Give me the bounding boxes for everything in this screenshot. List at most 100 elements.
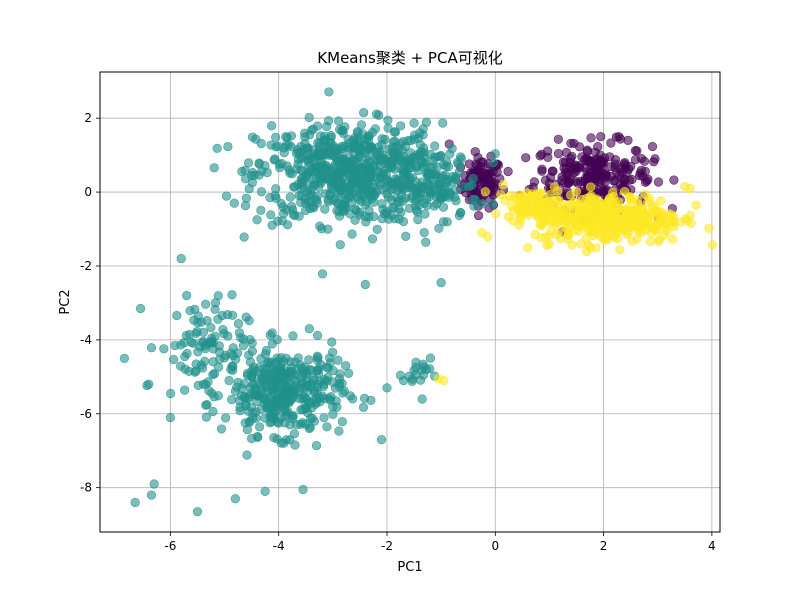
scatter-point — [130, 497, 140, 508]
scatter-point — [582, 146, 592, 157]
scatter-point — [428, 155, 438, 165]
scatter-point — [372, 224, 382, 234]
scatter-point — [491, 209, 501, 219]
scatter-point — [276, 353, 286, 363]
scatter-point — [401, 231, 411, 241]
scatter-point — [338, 182, 349, 192]
y-axis-label: PC2 — [58, 289, 73, 314]
scatter-point — [467, 180, 477, 190]
scatter-point — [304, 112, 314, 123]
scatter-point — [601, 170, 611, 181]
scatter-point — [456, 154, 466, 164]
scatter-point — [359, 107, 369, 118]
scatter-point — [450, 173, 461, 183]
scatter-point — [644, 194, 654, 204]
scatter-point — [639, 156, 650, 166]
x-tick-label: 4 — [708, 539, 716, 553]
scatter-point — [400, 193, 410, 203]
scatter-point — [319, 172, 329, 183]
scatter-point — [242, 450, 252, 460]
scatter-point — [146, 490, 157, 500]
scatter-point — [630, 146, 641, 156]
scatter-point — [278, 371, 289, 381]
scatter-point — [408, 173, 418, 183]
scatter-point — [327, 337, 337, 347]
scatter-point — [304, 355, 314, 365]
scatter-point — [503, 166, 513, 177]
scatter-point — [296, 174, 306, 184]
scatter-point — [382, 383, 392, 393]
scatter-point — [182, 290, 192, 301]
scatter-point — [285, 366, 295, 376]
scatter-point — [488, 158, 498, 168]
scatter-point — [270, 154, 280, 164]
scatter-point — [184, 366, 194, 376]
scatter-point — [284, 165, 294, 175]
scatter-point — [221, 413, 231, 423]
scatter-point — [569, 138, 579, 149]
scatter-point — [200, 299, 211, 309]
scatter-point — [201, 400, 211, 410]
scatter-point — [233, 318, 244, 329]
scatter-point — [470, 147, 480, 157]
scatter-point — [246, 402, 257, 412]
scatter-point — [533, 191, 543, 202]
scatter-point — [473, 210, 484, 221]
scatter-point — [289, 429, 300, 439]
scatter-point — [411, 205, 421, 215]
scatter-point — [376, 435, 387, 445]
scatter-point — [490, 149, 500, 159]
scatter-point — [595, 150, 605, 160]
scatter-point — [298, 484, 308, 495]
scatter-point — [269, 403, 279, 413]
scatter-point — [243, 158, 254, 168]
scatter-point — [542, 210, 553, 220]
scatter-point — [185, 306, 195, 316]
scatter-point — [319, 413, 329, 423]
scatter-point — [566, 162, 576, 172]
scatter-point — [228, 343, 238, 353]
scatter-point — [319, 375, 329, 385]
scatter-point — [313, 121, 323, 131]
scatter-point — [180, 385, 190, 395]
scatter-point — [146, 343, 157, 353]
scatter-point — [626, 194, 636, 204]
scatter-point — [232, 382, 242, 392]
scatter-point — [404, 371, 414, 381]
y-tick-label: 2 — [84, 111, 92, 125]
scatter-point — [662, 226, 672, 236]
scatter-point — [320, 204, 330, 214]
scatter-point — [606, 138, 616, 148]
scatter-point — [434, 223, 444, 233]
scatter-point — [393, 151, 403, 161]
scatter-point — [415, 128, 425, 138]
scatter-point — [226, 364, 236, 374]
scatter-point — [396, 121, 406, 131]
scatter-point — [537, 201, 547, 211]
scatter-point — [604, 203, 615, 213]
scatter-point — [480, 187, 490, 197]
scatter-point — [360, 211, 370, 222]
scatter-point — [307, 413, 317, 423]
scatter-point — [654, 234, 665, 245]
scatter-point — [256, 205, 266, 215]
scatter-point — [254, 158, 264, 168]
scatter-point — [596, 132, 606, 142]
scatter-point — [374, 110, 384, 120]
scatter-point — [488, 199, 498, 209]
scatter-point — [325, 188, 335, 199]
scatter-point — [477, 228, 487, 238]
scatter-point — [221, 350, 231, 360]
scatter-point — [395, 180, 405, 191]
scatter-point — [332, 402, 342, 412]
chart-title: KMeans聚类 + PCA可视化 — [317, 49, 502, 67]
data-points — [119, 87, 718, 517]
scatter-point — [567, 212, 578, 222]
scatter-point — [379, 209, 390, 219]
scatter-point — [562, 223, 572, 233]
scatter-point — [271, 142, 281, 152]
scatter-point — [434, 180, 444, 191]
scatter-point — [201, 412, 212, 422]
scatter-point — [432, 162, 443, 172]
scatter-point — [421, 237, 431, 247]
